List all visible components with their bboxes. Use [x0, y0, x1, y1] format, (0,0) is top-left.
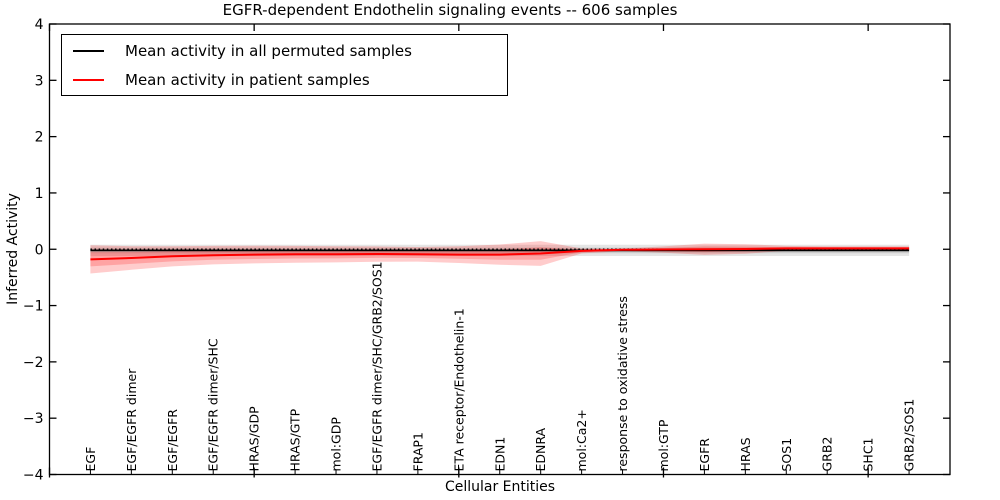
x-entity-label: mol:GDP — [329, 417, 344, 472]
x-entity-label: SHC1 — [861, 437, 876, 471]
x-entity-label: HRAS — [738, 437, 753, 471]
legend-label-permuted: Mean activity in all permuted samples — [125, 41, 412, 60]
y-tick-label: −2 — [23, 355, 44, 371]
x-entity-label: EGFR — [697, 438, 712, 472]
x-entity-label: SOS1 — [779, 438, 794, 472]
y-tick-label: 3 — [35, 73, 44, 89]
x-entity-label: mol:GTP — [656, 419, 671, 471]
x-entity-label: EGF/EGFR dimer/SHC — [206, 338, 221, 471]
x-entity-label: response to oxidative stress — [615, 296, 630, 471]
patient-mean-line — [90, 247, 910, 261]
x-entity-label: HRAS/GDP — [247, 406, 262, 472]
patient-band-inner — [90, 246, 910, 267]
x-entity-label: EGF — [83, 447, 98, 472]
x-entity-label: EGF/EGFR dimer/SHC/GRB2/SOS1 — [370, 261, 385, 471]
x-entity-label: EDN1 — [492, 437, 507, 472]
x-entity-label: EGF/EGFR — [165, 409, 180, 472]
legend-item-patient: Mean activity in patient samples — [62, 66, 507, 93]
y-tick-label: 2 — [35, 130, 44, 146]
legend-label-patient: Mean activity in patient samples — [125, 70, 370, 89]
x-entity-label: mol:Ca2+ — [574, 409, 589, 471]
y-axis-label: Inferred Activity — [5, 193, 21, 305]
legend: Mean activity in all permuted samples Me… — [61, 34, 508, 96]
chart-title: EGFR-dependent Endothelin signaling even… — [222, 1, 678, 19]
x-entity-label: EGF/EGFR dimer — [124, 368, 139, 472]
x-axis-label: Cellular Entities — [444, 479, 556, 495]
x-entity-label: ETA receptor/Endothelin-1 — [451, 308, 466, 471]
y-tick-label: −3 — [23, 411, 44, 427]
y-tick-label: 1 — [35, 186, 44, 202]
legend-line-swatch-black — [73, 49, 104, 52]
x-entity-label: HRAS/GTP — [288, 408, 303, 471]
y-tick-label: 0 — [35, 242, 44, 258]
y-tick-label: −1 — [23, 299, 44, 315]
x-entity-label: FRAP1 — [410, 432, 425, 471]
y-tick-label: −4 — [23, 468, 44, 484]
y-tick-label: 4 — [35, 17, 44, 33]
legend-line-swatch-red — [73, 78, 104, 81]
x-entity-label: EDNRA — [533, 427, 548, 471]
x-entity-label: GRB2 — [820, 437, 835, 472]
legend-item-permuted: Mean activity in all permuted samples — [62, 37, 507, 64]
x-entity-label: GRB2/SOS1 — [902, 399, 917, 472]
